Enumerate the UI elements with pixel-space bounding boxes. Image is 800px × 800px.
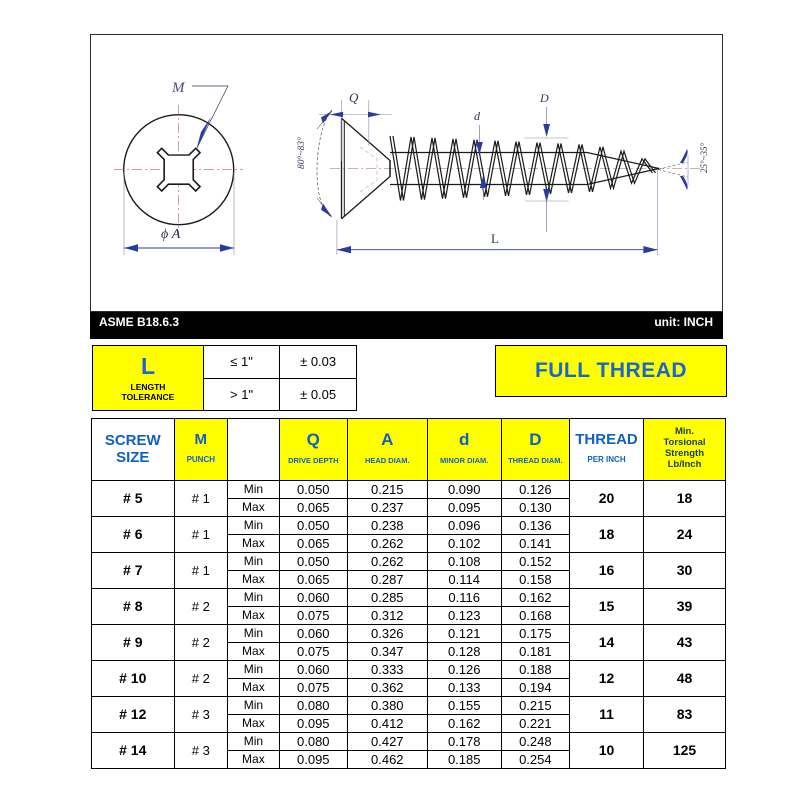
- svg-text:Q: Q: [349, 90, 359, 105]
- svg-text:M: M: [171, 80, 186, 96]
- svg-text:80°~83°: 80°~83°: [296, 137, 307, 169]
- svg-text:D: D: [539, 91, 549, 105]
- svg-text:L: L: [491, 231, 499, 246]
- svg-text:ϕ A: ϕ A: [161, 227, 181, 242]
- svg-text:d: d: [474, 109, 481, 123]
- svg-text:25°~35°: 25°~35°: [699, 143, 709, 173]
